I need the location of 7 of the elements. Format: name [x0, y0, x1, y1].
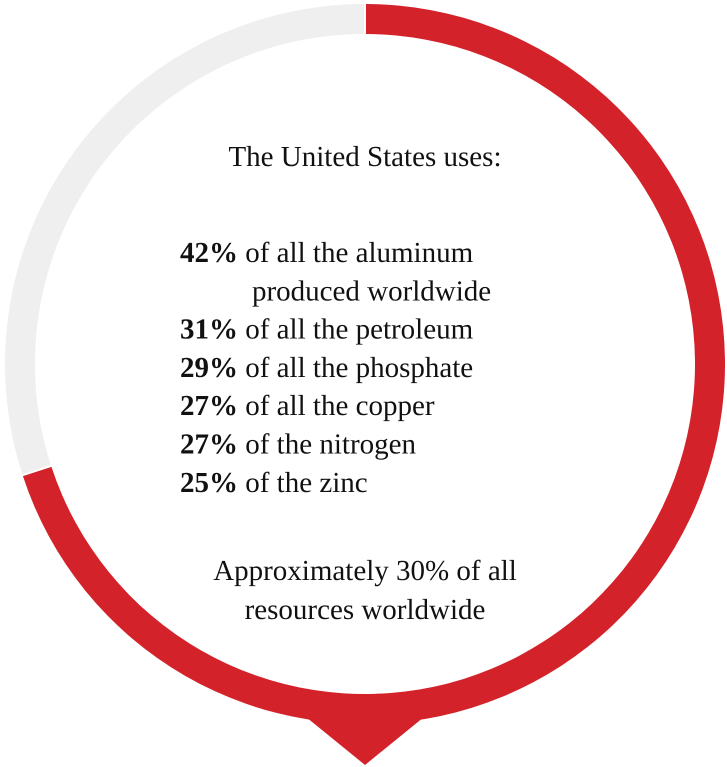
- text: 27% of all the copper: [180, 390, 435, 422]
- text: 27% of the nitrogen: [180, 428, 416, 460]
- text: 29% of all the phosphate: [180, 352, 474, 384]
- text: 25% of the zinc: [180, 466, 368, 499]
- text: The United States uses:: [228, 141, 502, 173]
- text: 31% of all the petroleum: [180, 314, 474, 346]
- text: Approximately 30% of all resources worldwide: [213, 555, 517, 626]
